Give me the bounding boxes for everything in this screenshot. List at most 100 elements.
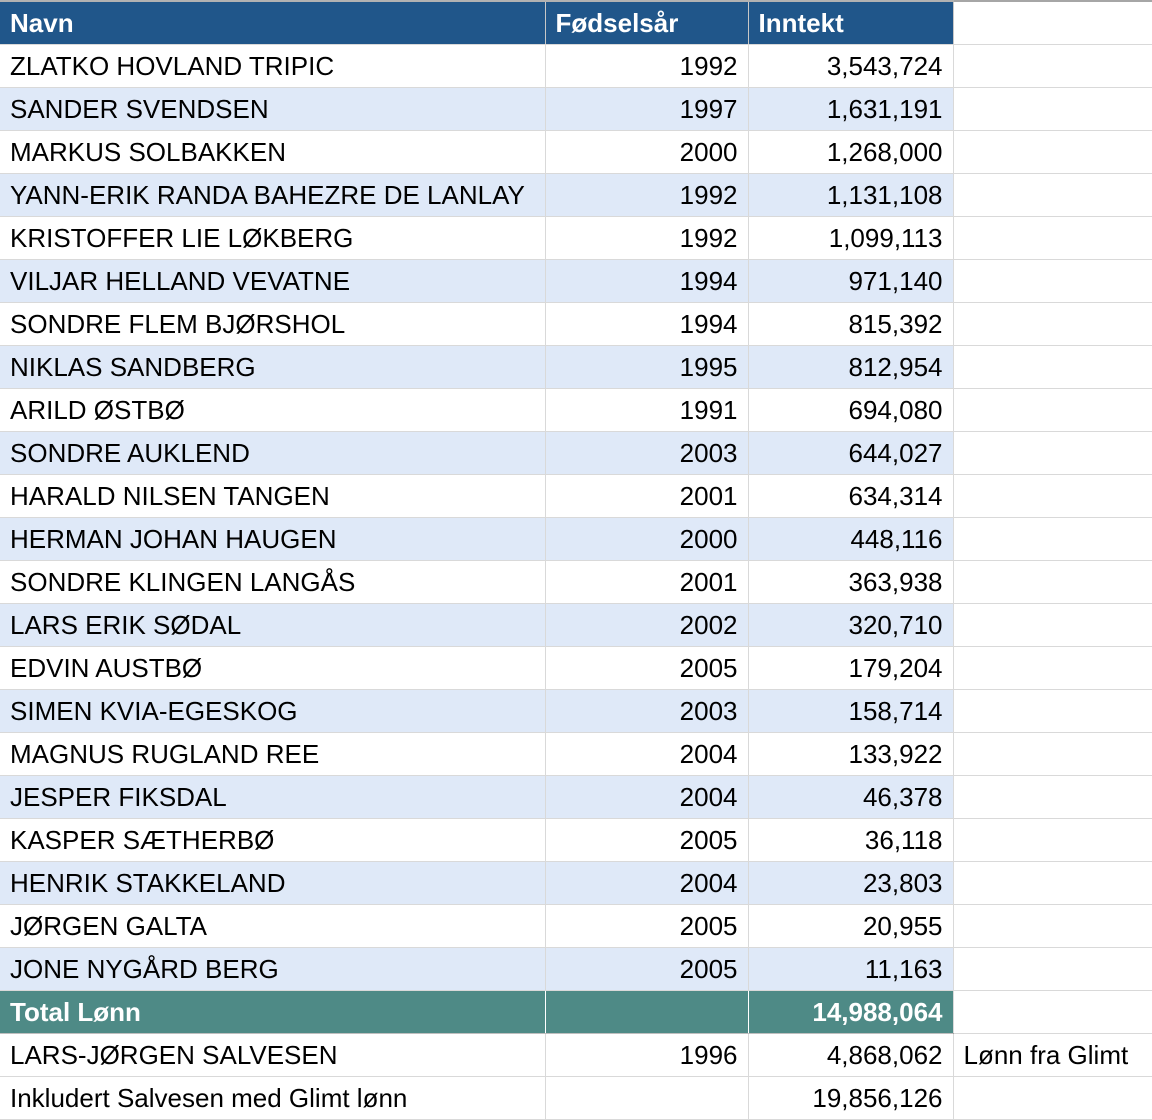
- cell-income[interactable]: 20,955: [748, 904, 954, 948]
- cell-year[interactable]: 1991: [545, 388, 749, 432]
- cell-year[interactable]: 2004: [545, 861, 749, 905]
- cell-name[interactable]: KRISTOFFER LIE LØKBERG: [0, 216, 546, 260]
- cell-year[interactable]: 1992: [545, 44, 749, 88]
- cell-name[interactable]: YANN-ERIK RANDA BAHEZRE DE LANLAY: [0, 173, 546, 217]
- cell-income[interactable]: 179,204: [748, 646, 954, 690]
- cell-income[interactable]: 448,116: [748, 517, 954, 561]
- cell-year[interactable]: 1997: [545, 87, 749, 131]
- cell-income[interactable]: 11,163: [748, 947, 954, 991]
- cell-note[interactable]: [953, 775, 1152, 819]
- cell-note[interactable]: [953, 1076, 1152, 1120]
- cell-income[interactable]: 812,954: [748, 345, 954, 389]
- cell-note[interactable]: [953, 474, 1152, 518]
- cell-income[interactable]: 1,131,108: [748, 173, 954, 217]
- cell-note[interactable]: [953, 87, 1152, 131]
- cell-note[interactable]: [953, 646, 1152, 690]
- cell-name[interactable]: LARS-JØRGEN SALVESEN: [0, 1033, 546, 1077]
- cell-year[interactable]: 2005: [545, 947, 749, 991]
- cell-year[interactable]: 2000: [545, 130, 749, 174]
- cell-note[interactable]: [953, 216, 1152, 260]
- cell-note[interactable]: [953, 947, 1152, 991]
- cell-income[interactable]: 46,378: [748, 775, 954, 819]
- cell-name[interactable]: ZLATKO HOVLAND TRIPIC: [0, 44, 546, 88]
- cell-income[interactable]: 19,856,126: [748, 1076, 954, 1120]
- cell-year[interactable]: 2000: [545, 517, 749, 561]
- cell-name[interactable]: ARILD ØSTBØ: [0, 388, 546, 432]
- cell-name[interactable]: SANDER SVENDSEN: [0, 87, 546, 131]
- cell-name[interactable]: SONDRE FLEM BJØRSHOL: [0, 302, 546, 346]
- cell-name[interactable]: MAGNUS RUGLAND REE: [0, 732, 546, 776]
- cell-name[interactable]: SONDRE KLINGEN LANGÅS: [0, 560, 546, 604]
- cell-year[interactable]: 2005: [545, 904, 749, 948]
- cell-year[interactable]: 2004: [545, 732, 749, 776]
- cell-note[interactable]: [953, 861, 1152, 905]
- cell-name[interactable]: JONE NYGÅRD BERG: [0, 947, 546, 991]
- cell-note[interactable]: [953, 603, 1152, 647]
- cell-name[interactable]: JESPER FIKSDAL: [0, 775, 546, 819]
- cell-name[interactable]: HARALD NILSEN TANGEN: [0, 474, 546, 518]
- cell-name[interactable]: Inkludert Salvesen med Glimt lønn: [0, 1076, 546, 1120]
- column-header-inntekt[interactable]: Inntekt: [748, 0, 954, 45]
- cell-name[interactable]: MARKUS SOLBAKKEN: [0, 130, 546, 174]
- cell-total-income[interactable]: 14,988,064: [748, 990, 954, 1034]
- cell-name[interactable]: NIKLAS SANDBERG: [0, 345, 546, 389]
- cell-income[interactable]: 1,631,191: [748, 87, 954, 131]
- cell-name[interactable]: JØRGEN GALTA: [0, 904, 546, 948]
- cell-income[interactable]: 634,314: [748, 474, 954, 518]
- cell-year[interactable]: 1992: [545, 173, 749, 217]
- cell-note[interactable]: [953, 904, 1152, 948]
- cell-income[interactable]: 363,938: [748, 560, 954, 604]
- cell-year[interactable]: 1996: [545, 1033, 749, 1077]
- cell-income[interactable]: 4,868,062: [748, 1033, 954, 1077]
- cell-income[interactable]: 1,268,000: [748, 130, 954, 174]
- cell-note[interactable]: [953, 173, 1152, 217]
- cell-year[interactable]: [545, 1076, 749, 1120]
- column-header-blank[interactable]: [953, 0, 1152, 45]
- cell-note[interactable]: [953, 732, 1152, 776]
- cell-year[interactable]: 1994: [545, 259, 749, 303]
- cell-year[interactable]: 2005: [545, 646, 749, 690]
- cell-note[interactable]: [953, 345, 1152, 389]
- cell-note[interactable]: [953, 818, 1152, 862]
- cell-income[interactable]: 815,392: [748, 302, 954, 346]
- cell-note[interactable]: Lønn fra Glimt: [953, 1033, 1152, 1077]
- cell-income[interactable]: 320,710: [748, 603, 954, 647]
- cell-income[interactable]: 3,543,724: [748, 44, 954, 88]
- cell-year[interactable]: 2005: [545, 818, 749, 862]
- cell-total-name[interactable]: Total Lønn: [0, 990, 546, 1034]
- cell-note[interactable]: [953, 130, 1152, 174]
- cell-name[interactable]: VILJAR HELLAND VEVATNE: [0, 259, 546, 303]
- cell-year[interactable]: 2003: [545, 431, 749, 475]
- column-header-navn[interactable]: Navn: [0, 0, 546, 45]
- cell-year[interactable]: 1992: [545, 216, 749, 260]
- cell-income[interactable]: 971,140: [748, 259, 954, 303]
- cell-income[interactable]: 644,027: [748, 431, 954, 475]
- cell-income[interactable]: 694,080: [748, 388, 954, 432]
- cell-income[interactable]: 36,118: [748, 818, 954, 862]
- cell-year[interactable]: 1994: [545, 302, 749, 346]
- cell-total-note[interactable]: [953, 990, 1152, 1034]
- cell-note[interactable]: [953, 560, 1152, 604]
- cell-name[interactable]: KASPER SÆTHERBØ: [0, 818, 546, 862]
- cell-note[interactable]: [953, 302, 1152, 346]
- column-header-fodselsar[interactable]: Fødselsår: [545, 0, 749, 45]
- cell-name[interactable]: SONDRE AUKLEND: [0, 431, 546, 475]
- cell-year[interactable]: 1995: [545, 345, 749, 389]
- cell-income[interactable]: 158,714: [748, 689, 954, 733]
- cell-note[interactable]: [953, 259, 1152, 303]
- cell-name[interactable]: HERMAN JOHAN HAUGEN: [0, 517, 546, 561]
- cell-name[interactable]: EDVIN AUSTBØ: [0, 646, 546, 690]
- cell-year[interactable]: 2001: [545, 474, 749, 518]
- cell-income[interactable]: 1,099,113: [748, 216, 954, 260]
- cell-note[interactable]: [953, 388, 1152, 432]
- cell-year[interactable]: 2001: [545, 560, 749, 604]
- cell-note[interactable]: [953, 44, 1152, 88]
- cell-income[interactable]: 133,922: [748, 732, 954, 776]
- cell-name[interactable]: LARS ERIK SØDAL: [0, 603, 546, 647]
- cell-note[interactable]: [953, 689, 1152, 733]
- cell-note[interactable]: [953, 431, 1152, 475]
- cell-name[interactable]: SIMEN KVIA-EGESKOG: [0, 689, 546, 733]
- cell-income[interactable]: 23,803: [748, 861, 954, 905]
- cell-year[interactable]: 2004: [545, 775, 749, 819]
- cell-year[interactable]: 2002: [545, 603, 749, 647]
